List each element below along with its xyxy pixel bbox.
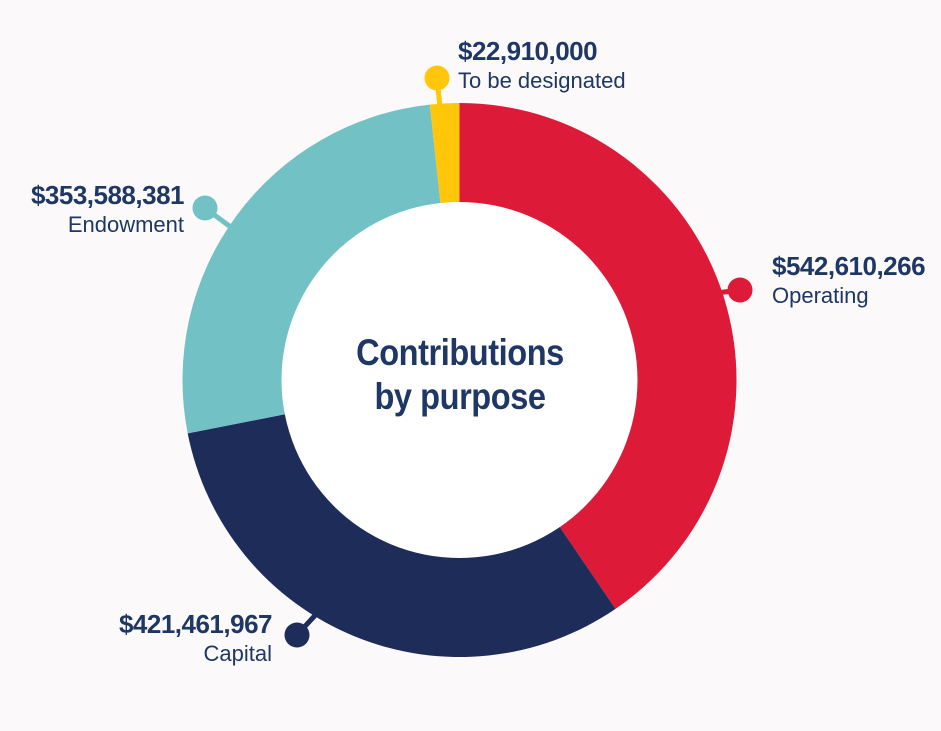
callout-label-to-be-designated: $22,910,000 To be designated: [458, 36, 626, 95]
segment-endowment: [182, 104, 441, 434]
chart-title-line2: by purpose: [374, 376, 546, 417]
callout-amount: $542,610,266: [772, 251, 926, 281]
donut-hole: [281, 202, 638, 558]
callout-name: To be designated: [458, 68, 626, 93]
chart-title: Contributions by purpose: [284, 331, 636, 419]
callout-dot-operating: [727, 277, 753, 303]
callout-dot-capital: [284, 622, 310, 648]
segment-operating: [459, 103, 737, 609]
callout-dot-endowment: [192, 195, 218, 221]
callout-name: Capital: [203, 641, 272, 666]
donut-segments: [182, 103, 737, 657]
chart-title-line1: Contributions: [356, 332, 564, 373]
callout-label-endowment: $353,588,381 Endowment: [30, 180, 185, 239]
callout-label-operating: $542,610,266 Operating: [772, 251, 926, 310]
segment-capital: [187, 414, 616, 657]
callout-amount: $421,461,967: [118, 609, 273, 639]
callout-amount: $353,588,381: [30, 180, 185, 210]
callout-name: Operating: [772, 283, 869, 308]
callout-amount: $22,910,000: [458, 36, 598, 66]
callout-label-capital: $421,461,967 Capital: [118, 609, 273, 668]
callout-dot-to-be-designated: [424, 65, 450, 91]
segment-to-be-designated: [429, 103, 460, 204]
callout-name: Endowment: [67, 212, 184, 237]
callout-markers: [192, 65, 753, 648]
